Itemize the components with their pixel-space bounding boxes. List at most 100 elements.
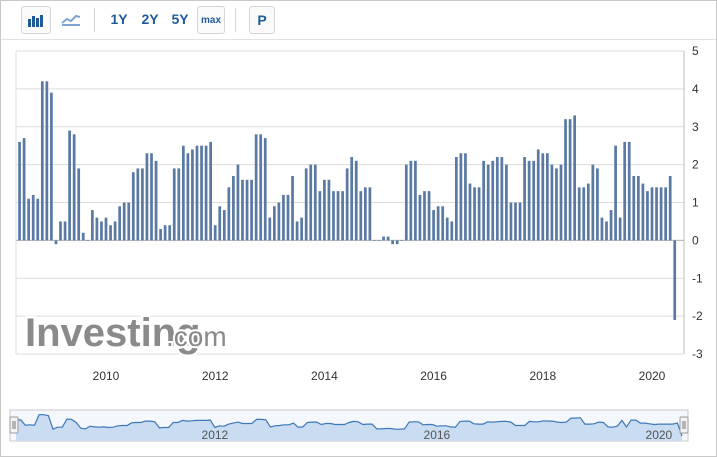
bar — [450, 221, 454, 241]
bar — [404, 164, 408, 241]
bar — [250, 179, 253, 241]
bar — [309, 164, 313, 241]
bar — [627, 141, 631, 241]
bar — [113, 221, 117, 241]
bar — [441, 206, 445, 241]
bar — [209, 141, 213, 241]
line-chart-icon — [61, 14, 81, 26]
y-tick-label: 3 — [692, 120, 699, 134]
bar — [609, 210, 613, 241]
bar — [109, 225, 112, 241]
bar — [77, 168, 81, 241]
range-2y-button[interactable]: 2Y — [141, 11, 159, 27]
bar — [500, 157, 504, 241]
range-max-button[interactable]: max — [197, 6, 225, 34]
x-tick-label: 2012 — [202, 369, 229, 383]
bar — [432, 210, 435, 241]
range-5y-button[interactable]: 5Y — [171, 11, 189, 27]
bar — [354, 160, 358, 241]
y-tick-label: -1 — [692, 271, 703, 285]
bar — [159, 229, 162, 241]
bar — [386, 236, 390, 241]
navigator-left-handle[interactable] — [9, 416, 19, 434]
bar — [468, 183, 472, 241]
bar-chart-icon — [28, 15, 43, 27]
bar — [291, 175, 294, 241]
bar — [359, 191, 363, 241]
bar — [81, 232, 85, 241]
bar — [596, 168, 599, 241]
bar — [477, 187, 481, 241]
bar — [172, 168, 176, 241]
navigator-line — [15, 414, 683, 437]
bar — [332, 191, 335, 241]
bar — [236, 164, 240, 241]
bar — [100, 221, 103, 241]
bar — [650, 187, 654, 241]
bar — [518, 202, 522, 241]
bar — [532, 160, 536, 241]
bar — [509, 202, 513, 241]
bar — [222, 210, 226, 241]
x-axis: 2010 2012 2014 2016 2018 2020 — [93, 369, 666, 383]
bar — [327, 179, 331, 241]
bar — [40, 81, 44, 241]
x-tick-label: 2016 — [420, 369, 447, 383]
x-tick-label: 2014 — [311, 369, 338, 383]
bar — [63, 221, 67, 241]
bar — [555, 168, 558, 241]
bar — [395, 240, 399, 245]
bar — [318, 191, 322, 241]
bar — [559, 164, 563, 241]
bar — [163, 225, 167, 241]
print-button[interactable]: P — [249, 6, 275, 34]
toolbar-divider — [235, 8, 236, 32]
navigator[interactable]: 2012 2016 2020 — [9, 409, 689, 442]
y-tick-label: 0 — [692, 233, 699, 247]
bar — [277, 202, 281, 241]
bar — [200, 145, 203, 241]
bar — [268, 217, 272, 241]
bar — [141, 168, 144, 241]
bar — [577, 187, 581, 241]
toolbar-divider — [94, 8, 95, 32]
bar — [623, 141, 627, 241]
y-tick-label: 1 — [692, 196, 699, 210]
bar — [168, 225, 172, 241]
bar — [646, 191, 649, 241]
bar — [473, 187, 476, 241]
bar — [72, 134, 76, 241]
bar — [664, 187, 668, 241]
bar — [409, 160, 413, 241]
bar — [86, 240, 90, 241]
y-tick-label: -2 — [692, 309, 703, 323]
bar — [536, 149, 540, 241]
bar — [582, 187, 586, 241]
y-tick-label: 4 — [692, 82, 699, 96]
line-chart-button[interactable] — [57, 6, 85, 32]
bar — [564, 119, 567, 241]
bar — [300, 217, 304, 241]
range-1y-button[interactable]: 1Y — [110, 11, 128, 27]
bar — [59, 221, 62, 241]
bar — [36, 198, 40, 241]
watermark-brand: Investing — [25, 311, 201, 355]
bar — [350, 157, 354, 241]
bar — [573, 115, 577, 241]
bar-chart-button[interactable] — [21, 6, 51, 34]
x-tick-label: 2018 — [529, 369, 556, 383]
bar — [382, 236, 385, 241]
bar — [145, 153, 149, 241]
bar — [368, 187, 372, 241]
bar — [304, 168, 308, 241]
bar — [641, 183, 645, 241]
bar — [418, 194, 422, 241]
bar — [345, 168, 349, 241]
bar — [118, 206, 122, 241]
navigator-right-handle[interactable] — [679, 416, 689, 434]
bar — [591, 164, 595, 241]
bar — [245, 179, 249, 241]
bar — [127, 202, 131, 241]
bar — [18, 141, 21, 241]
